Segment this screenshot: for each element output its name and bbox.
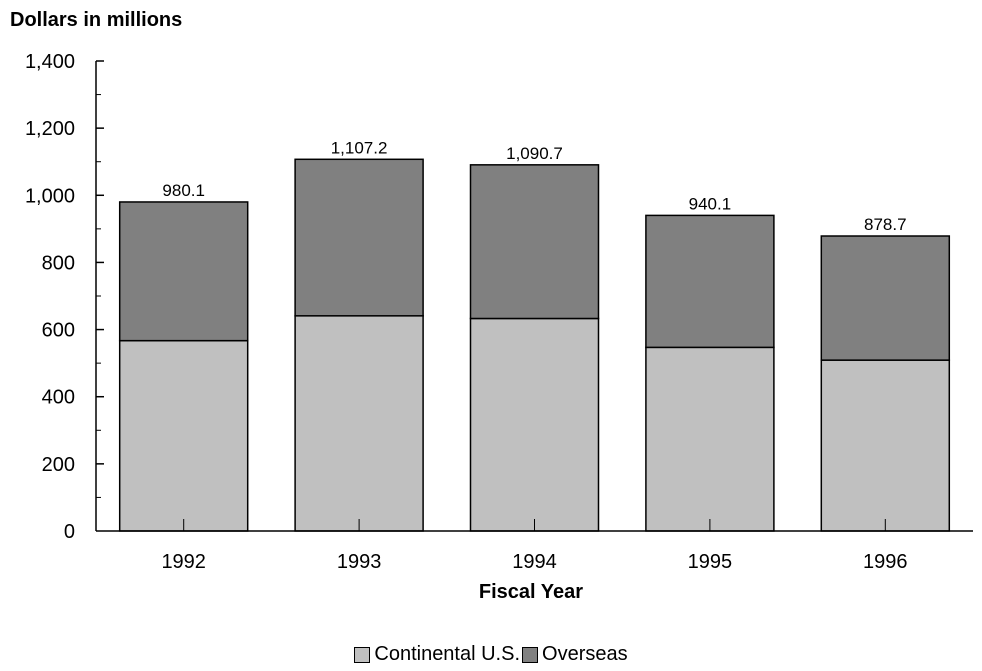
legend-item-overseas: Overseas: [522, 643, 628, 666]
x-tick-label-1996: 1996: [863, 551, 908, 573]
bar-continental-1992: [118, 339, 249, 532]
legend: Continental U.S. Overseas: [0, 643, 982, 666]
y-tick-label-800: 800: [42, 252, 75, 274]
y-axis-title: Dollars in millions: [10, 9, 182, 31]
bar-continental-1993: [294, 315, 424, 532]
bar-continental-1995: [645, 346, 775, 532]
x-tick-label-1994: 1994: [512, 551, 557, 573]
total-label-1994: 1,090.7: [506, 144, 563, 163]
x-axis-title: Fiscal Year: [479, 581, 583, 603]
total-label-1993: 1,107.2: [331, 138, 388, 157]
bar-overseas-1992: [118, 201, 249, 342]
y-tick-label-400: 400: [42, 387, 75, 409]
bar-continental-1994: [469, 317, 600, 532]
y-tick-label-1000: 1,000: [25, 185, 75, 207]
legend-swatch-overseas: [522, 646, 539, 663]
y-tick-label-600: 600: [42, 320, 75, 342]
total-label-1992: 980.1: [162, 181, 205, 200]
y-tick-label-200: 200: [42, 454, 75, 476]
legend-label-continental: Continental U.S.: [374, 643, 521, 665]
y-tick-label-0: 0: [64, 521, 75, 543]
x-tick-label-1993: 1993: [337, 551, 382, 573]
y-tick-label-1200: 1,200: [25, 118, 75, 140]
total-label-1996: 878.7: [864, 215, 907, 234]
legend-label-overseas: Overseas: [542, 643, 628, 665]
y-tick-label-1400: 1,400: [25, 51, 75, 73]
legend-item-continental: Continental U.S.: [354, 643, 520, 666]
legend-swatch-continental: [354, 646, 371, 663]
bar-overseas-1994: [469, 164, 600, 320]
bar-overseas-1993: [294, 158, 424, 317]
bar-overseas-1996: [820, 235, 951, 361]
x-tick-label-1992: 1992: [161, 551, 206, 573]
x-tick-label-1995: 1995: [688, 551, 733, 573]
total-label-1995: 940.1: [689, 194, 732, 213]
bar-continental-1996: [820, 359, 951, 532]
bar-overseas-1995: [645, 214, 775, 349]
